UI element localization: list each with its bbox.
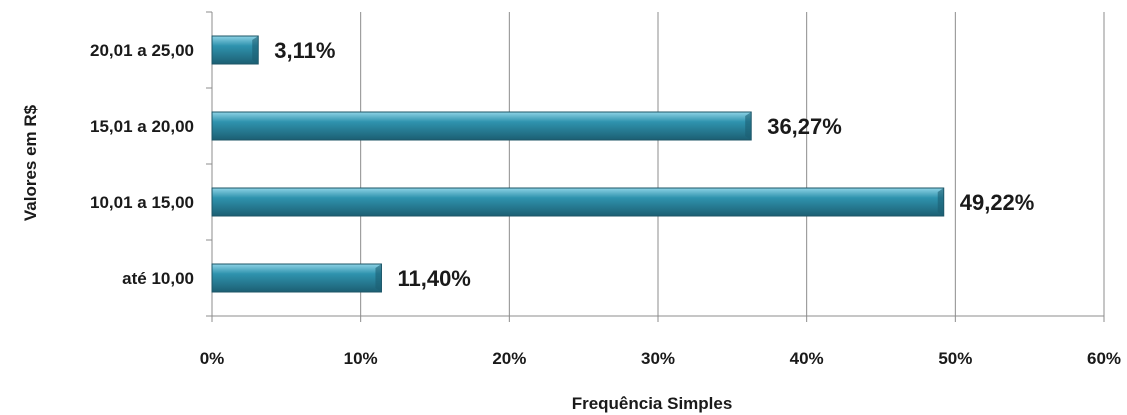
x-tick-label: 50% [938,349,972,368]
bar-end-cap [937,188,944,216]
bar [211,111,752,141]
bar-end-cap [745,112,752,140]
bars [211,35,945,293]
labels: 0% 10% 20% 30% 40% 50% 60% até 10,00 11,40% 10,01… [90,38,1121,368]
y-tick-label: 15,01 a 20,00 [90,117,194,136]
x-axis-title: Frequência Simples [572,394,733,413]
y-axis-title: Valores em R$ [21,104,40,221]
x-tick-label: 0% [200,349,225,368]
bar [211,263,382,293]
data-label: 11,40% [397,266,470,291]
x-tick-label: 20% [492,349,526,368]
y-tick-label: até 10,00 [122,269,194,288]
x-tick-label: 30% [641,349,675,368]
data-label: 49,22% [960,190,1035,215]
bar [211,187,945,217]
x-tick-label: 40% [790,349,824,368]
x-tick-label: 10% [344,349,378,368]
y-tick-label: 10,01 a 15,00 [90,193,194,212]
data-label: 36,27% [767,114,842,139]
data-label: 3,11% [274,38,335,63]
y-tick-label: 20,01 a 25,00 [90,41,194,60]
x-tick-label: 60% [1087,349,1121,368]
gridlines [360,12,1105,316]
bar [211,35,259,65]
bar-end-cap [252,36,259,64]
bar-end-cap [375,264,382,292]
